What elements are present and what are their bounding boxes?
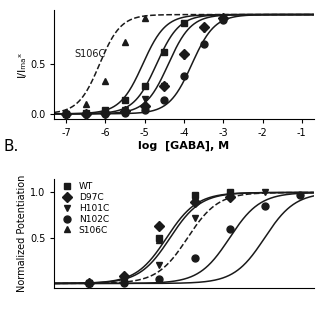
Y-axis label: I/Iₘₐˣ: I/Iₘₐˣ — [17, 51, 27, 77]
X-axis label: log  [GABA], M: log [GABA], M — [139, 140, 229, 151]
Text: S106C: S106C — [74, 49, 105, 59]
Text: B.: B. — [3, 139, 19, 154]
Legend: WT, D97C, H101C, N102C, S106C: WT, D97C, H101C, N102C, S106C — [57, 181, 110, 236]
Y-axis label: Normalized Potentiation: Normalized Potentiation — [17, 175, 27, 292]
